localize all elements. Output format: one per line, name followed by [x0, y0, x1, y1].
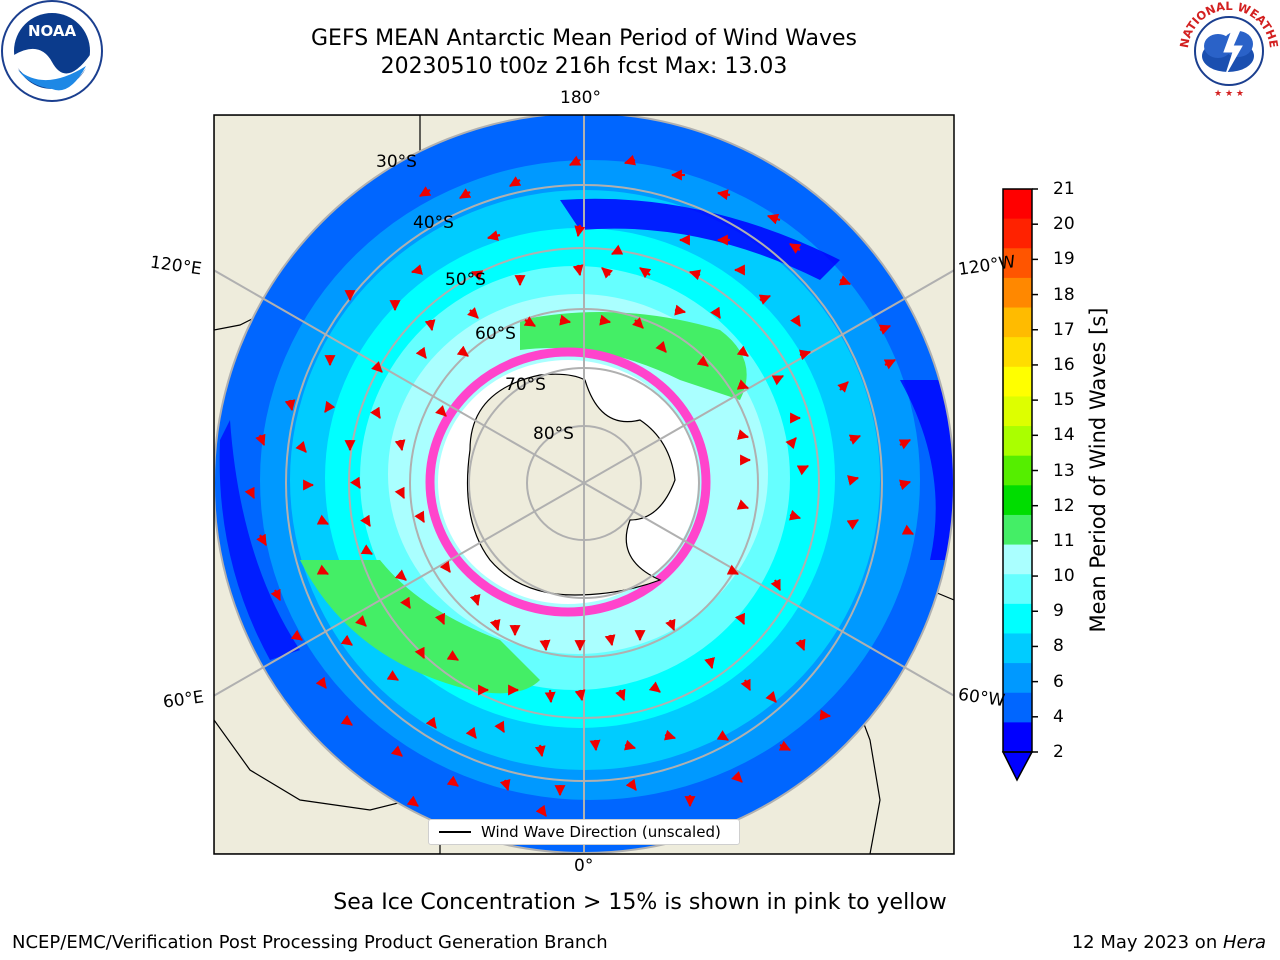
lat-label-50s: 50°S [445, 270, 486, 290]
footer-host: Hera [1222, 932, 1266, 953]
legend-label: Wind Wave Direction (unscaled) [481, 823, 721, 841]
colorbar-tick-label: 11 [1053, 530, 1075, 551]
colorbar-bin [1003, 692, 1032, 723]
lat-label-80s: 80°S [533, 424, 574, 444]
colorbar-label: Mean Period of Wind Waves [s] [1086, 307, 1110, 633]
colorbar-tick-label: 18 [1053, 284, 1075, 305]
colorbar-bin [1003, 633, 1032, 664]
colorbar-bin [1003, 455, 1032, 486]
chart-subtitle: 20230510 t00z 216h fcst Max: 13.03 [380, 54, 788, 79]
sea-ice-note: Sea Ice Concentration > 15% is shown in … [333, 890, 947, 915]
colorbar-bin [1003, 426, 1032, 457]
legend: Wind Wave Direction (unscaled) [428, 819, 740, 845]
wind-wave-arrows [244, 154, 914, 817]
colorbar-tick-label: 16 [1053, 354, 1075, 375]
colorbar-bin [1003, 277, 1032, 309]
colorbar-tick-label: 20 [1053, 214, 1075, 235]
lat-label-70s: 70°S [505, 375, 546, 395]
lon-label-0: 0° [574, 856, 594, 876]
colorbar-bin [1003, 366, 1032, 397]
colorbar-tick-label: 14 [1053, 425, 1075, 446]
colorbar-bin [1003, 574, 1032, 605]
colorbar-tick-label: 8 [1053, 636, 1064, 657]
colorbar [1001, 188, 1038, 782]
nws-logo: NATIONAL WEATHER SERVICE ★ ★ ★ [1178, 0, 1280, 101]
colorbar-bin [1003, 514, 1032, 546]
colorbar-tick-label: 19 [1053, 249, 1075, 270]
legend-line-swatch [439, 831, 471, 833]
lat-label-60s: 60°S [475, 324, 516, 344]
colorbar-bin [1003, 485, 1032, 516]
colorbar-bin [1003, 722, 1032, 753]
footer-branch: NCEP/EMC/Verification Post Processing Pr… [12, 932, 608, 953]
colorbar-tick-label: 2 [1053, 742, 1064, 762]
colorbar-tick-label: 12 [1053, 495, 1075, 516]
colorbar-tick-label: 10 [1053, 566, 1075, 587]
colorbar-tick-label: 15 [1053, 390, 1075, 411]
land-antarctica [466, 373, 676, 596]
colorbar-bin [1003, 218, 1032, 249]
colorbar-bin [1003, 396, 1032, 427]
colorbar-tick-label: 13 [1053, 460, 1075, 481]
chart-title: GEFS MEAN Antarctic Mean Period of Wind … [311, 26, 857, 51]
colorbar-tick-label: 17 [1053, 319, 1075, 340]
colorbar-tick-label: 4 [1053, 706, 1064, 727]
colorbar-tick-label: 6 [1053, 671, 1064, 692]
lat-label-40s: 40°S [413, 213, 454, 233]
colorbar-tick-label: 21 [1053, 179, 1075, 199]
lon-label-180: 180° [560, 88, 601, 108]
svg-text:★ ★ ★: ★ ★ ★ [1214, 89, 1244, 99]
colorbar-bin [1003, 544, 1032, 575]
colorbar-bin [1003, 603, 1032, 634]
lat-label-30s: 30°S [376, 152, 417, 172]
noaa-logo: NOAA [1, 0, 103, 102]
colorbar-bin [1003, 663, 1032, 694]
colorbar-tick-label: 9 [1053, 601, 1064, 622]
footer-date-text: 12 May 2023 on [1071, 932, 1223, 953]
colorbar-bin [1003, 189, 1032, 220]
colorbar-bin [1003, 307, 1032, 338]
colorbar-bin [1003, 337, 1032, 368]
svg-text:NOAA: NOAA [28, 22, 77, 40]
footer-date: 12 May 2023 on Hera [1072, 932, 1266, 953]
colorbar-bin [1003, 248, 1032, 279]
